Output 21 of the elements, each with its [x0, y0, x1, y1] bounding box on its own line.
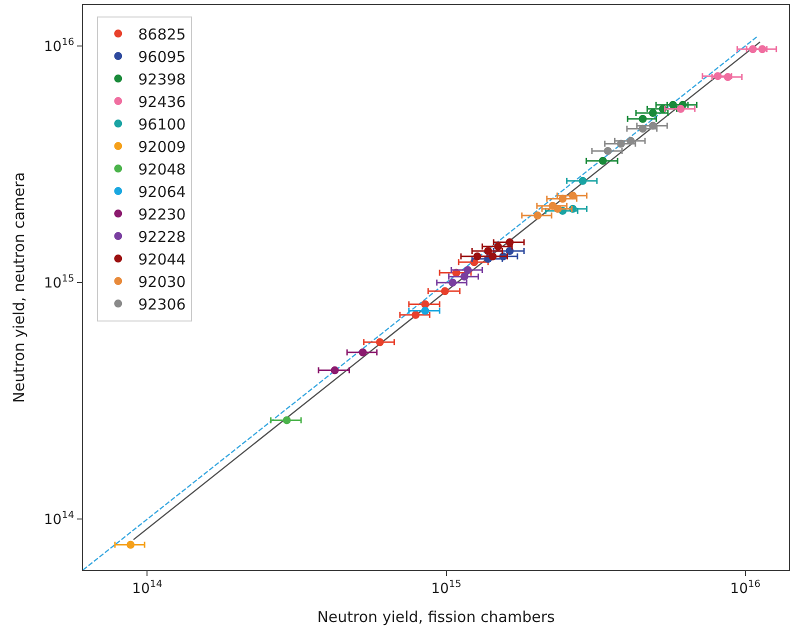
x-tick-label: 10$^{16}$	[730, 578, 760, 597]
legend-label: 92009	[138, 138, 186, 156]
x-axis-title: Neutron yield, fission chambers	[317, 608, 555, 626]
legend-label: 92044	[138, 250, 186, 268]
legend-label: 92436	[138, 92, 186, 111]
legend-label: 92030	[138, 272, 186, 291]
y-tick-label: 10$^{14}$	[44, 510, 74, 528]
legend-label: 86825	[138, 25, 186, 44]
legend-label: 92228	[138, 228, 186, 246]
y-tick-label: 10$^{15}$	[44, 274, 74, 292]
x-tick-label: 10$^{15}$	[431, 578, 462, 597]
legend-label: 92064	[138, 182, 186, 201]
legend-label: 96100	[138, 115, 186, 134]
legend-label: 96095	[138, 48, 186, 66]
legend-label: 92048	[138, 160, 186, 178]
legend-label: 92230	[138, 205, 186, 224]
y-axis-title: Neutron yield, neutron camera	[10, 172, 28, 403]
y-tick-label: 10$^{16}$	[44, 37, 74, 55]
legend-label: 92398	[138, 70, 186, 88]
x-tick-label: 10$^{14}$	[132, 578, 162, 597]
legend-label: 92306	[138, 295, 186, 314]
